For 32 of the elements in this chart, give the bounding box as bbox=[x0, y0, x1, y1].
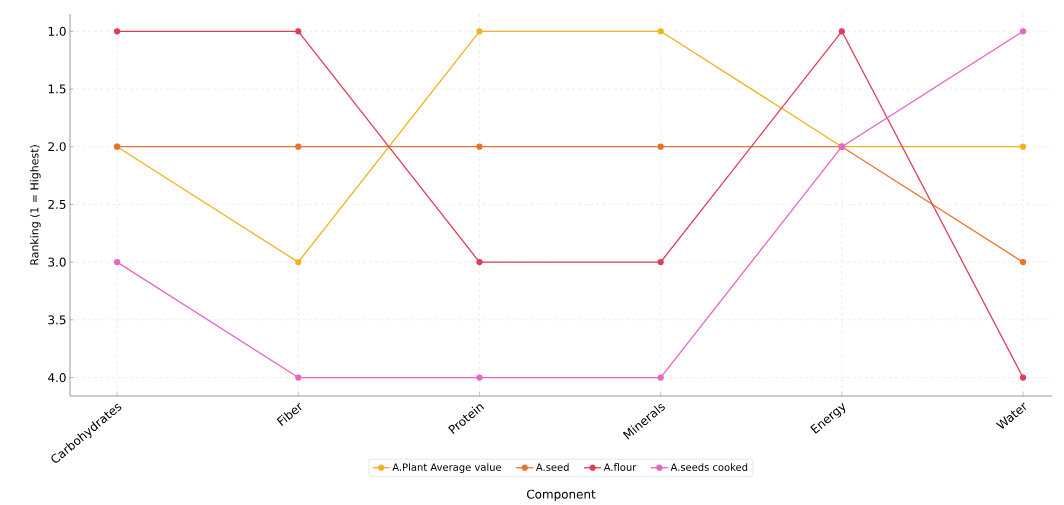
y-axis-title: Ranking (1 = Highest) bbox=[30, 145, 41, 265]
point bbox=[295, 258, 302, 266]
point bbox=[1019, 258, 1027, 266]
point bbox=[1019, 28, 1027, 35]
point bbox=[295, 143, 302, 150]
x-axis-title: Component bbox=[526, 489, 596, 501]
y-tick-label: 1.0 bbox=[48, 26, 66, 36]
point bbox=[295, 28, 302, 35]
point bbox=[113, 258, 121, 266]
point bbox=[476, 374, 483, 381]
point bbox=[476, 28, 483, 35]
point bbox=[657, 143, 664, 150]
point bbox=[295, 374, 302, 381]
point bbox=[1019, 374, 1027, 381]
point bbox=[838, 28, 845, 35]
y-tick-label: 2.0 bbox=[48, 142, 66, 152]
y-tick-label: 1.5 bbox=[48, 84, 66, 94]
y-tick-label: 2.5 bbox=[48, 199, 66, 209]
legend-label: A.seeds cooked bbox=[670, 463, 748, 471]
point bbox=[113, 28, 121, 35]
point bbox=[657, 258, 664, 266]
point bbox=[476, 143, 483, 150]
point bbox=[1019, 143, 1027, 150]
legend-label: A.Plant Average value bbox=[392, 463, 502, 473]
point bbox=[476, 258, 483, 266]
y-tick-label: 3.0 bbox=[48, 257, 66, 267]
point bbox=[657, 374, 664, 381]
y-tick-label: 4.0 bbox=[48, 373, 66, 383]
point bbox=[657, 28, 664, 35]
y-tick-label: 3.5 bbox=[48, 315, 66, 325]
legend-label: A.flour bbox=[603, 463, 637, 471]
legend-label: A.seed bbox=[535, 463, 569, 471]
